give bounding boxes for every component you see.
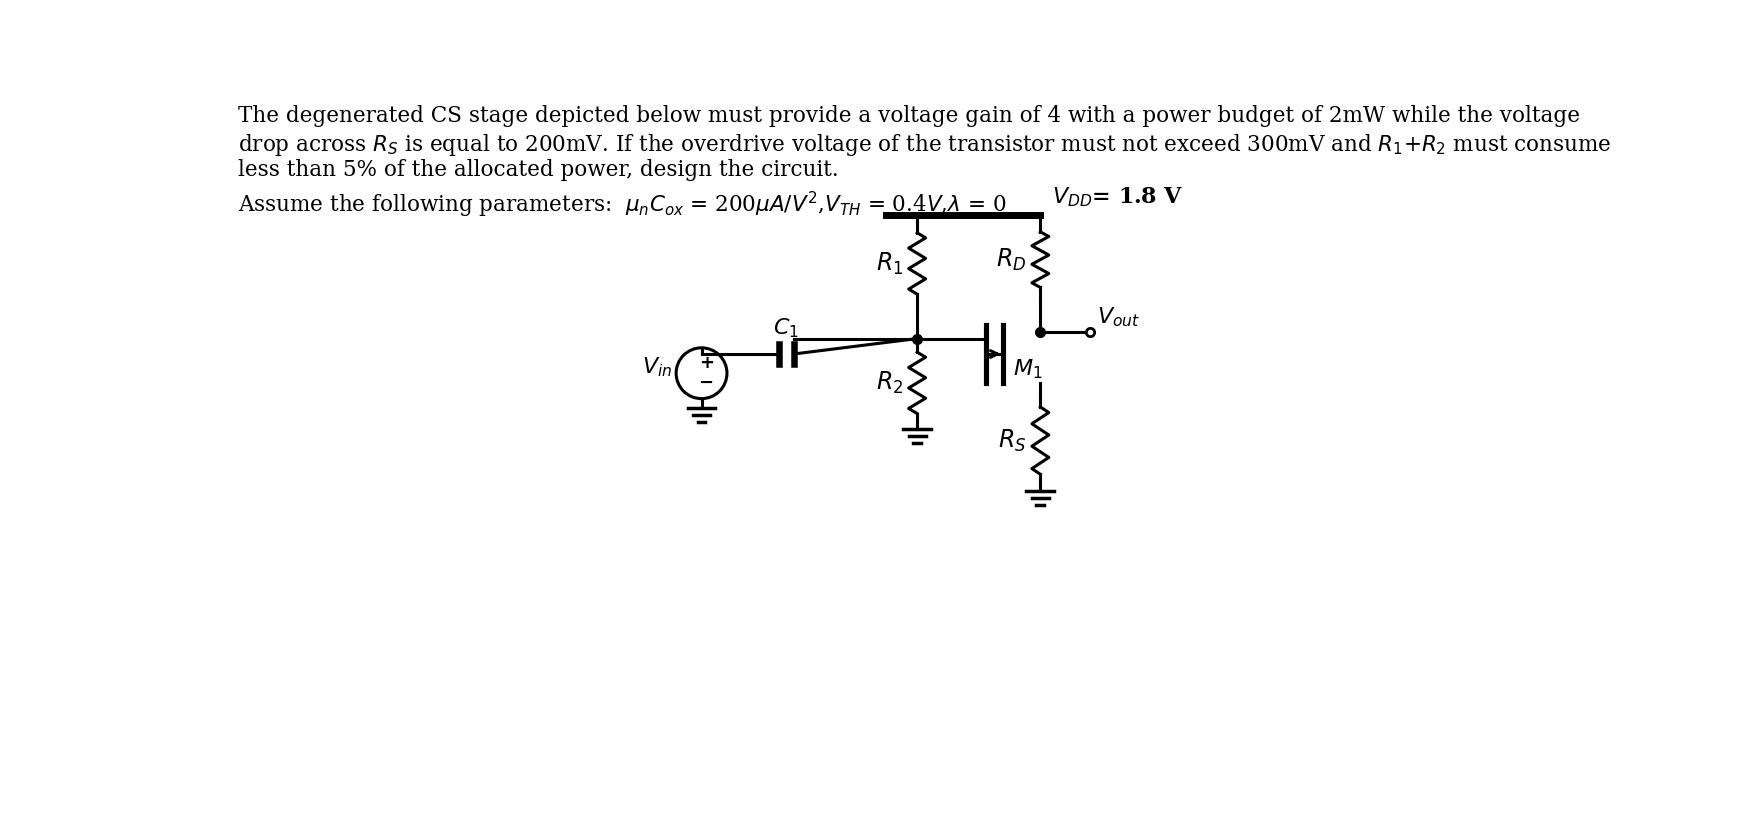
Text: $R_D$: $R_D$ (996, 246, 1026, 272)
Text: $R_2$: $R_2$ (875, 370, 903, 396)
Text: drop across $R_S$ is equal to 200mV. If the overdrive voltage of the transistor : drop across $R_S$ is equal to 200mV. If … (237, 133, 1611, 159)
Text: −: − (698, 374, 713, 392)
Text: Assume the following parameters:  $\mu_n C_{ox}$ = 200$\mu A/V^2$,$V_{TH}$ = 0.4: Assume the following parameters: $\mu_n … (237, 190, 1005, 220)
Text: $C_1$: $C_1$ (773, 316, 799, 340)
Text: $M_1$: $M_1$ (1012, 358, 1042, 381)
Text: $V_{out}$: $V_{out}$ (1096, 305, 1139, 328)
Text: $R_1$: $R_1$ (875, 250, 903, 276)
Text: The degenerated CS stage depicted below must provide a voltage gain of 4 with a : The degenerated CS stage depicted below … (237, 105, 1580, 128)
Text: $V_{DD}$= 1.8 V: $V_{DD}$= 1.8 V (1051, 185, 1182, 209)
Text: $R_S$: $R_S$ (998, 428, 1026, 454)
Text: +: + (698, 354, 713, 372)
Text: $V_{in}$: $V_{in}$ (641, 355, 671, 379)
Text: less than 5% of the allocated power, design the circuit.: less than 5% of the allocated power, des… (237, 159, 838, 181)
